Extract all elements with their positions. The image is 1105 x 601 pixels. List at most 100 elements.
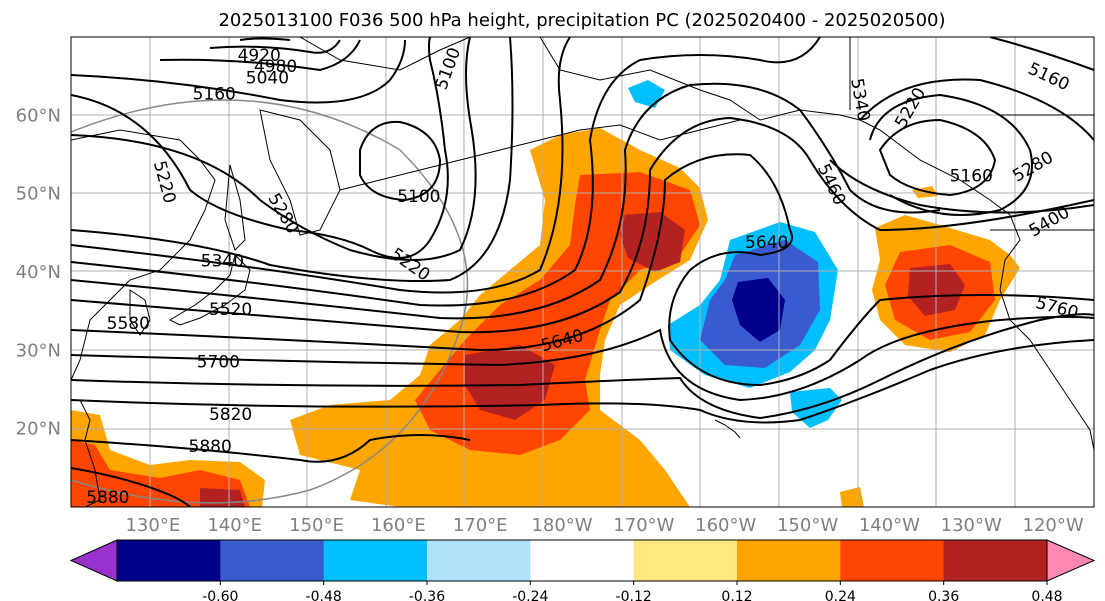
coastlines (71, 37, 1094, 507)
colorbar: -0.60 -0.48 -0.36 -0.24 -0.12 0.12 0.24 0.36 0.4… (69, 539, 1096, 601)
lat-label: 20°N (16, 419, 61, 440)
lon-label: 120°W (1023, 515, 1084, 536)
height-contour-5520 (71, 82, 941, 320)
coast-asia-mainland (71, 129, 216, 381)
coast-canada-border (849, 37, 1094, 231)
colorbar-segment (633, 540, 738, 581)
precip-area-darkred-south (465, 345, 555, 420)
colorbar-label: 0.12 (721, 589, 752, 601)
lon-label: 150°W (777, 515, 838, 536)
height-contour-5580 (71, 116, 1094, 334)
colorbar-label: 0.24 (825, 589, 856, 601)
height-contour-5880-south (71, 467, 191, 507)
colorbar-extend-high (1046, 539, 1096, 582)
height-contour-5400-east (829, 159, 1094, 214)
height-contour-value: 5640 (745, 233, 788, 253)
coast-north-america-west (999, 214, 1094, 451)
coast-kamchatka (259, 109, 341, 236)
colorbar-segment (943, 540, 1048, 581)
lon-label: 180°W (531, 515, 592, 536)
height-contour-label: 5820 (209, 405, 252, 425)
height-contour-label: 5880 (86, 488, 129, 508)
colorbar-label: -0.48 (306, 589, 342, 601)
height-contour-4920 (239, 37, 291, 41)
colorbar-segment (220, 540, 325, 581)
height-contour-5700 (71, 315, 1094, 402)
height-contour-value: 5880 (188, 437, 231, 457)
lat-label: 30°N (16, 340, 61, 361)
coast-japan (168, 254, 251, 326)
height-contour-label: 5580 (107, 314, 150, 334)
precip-area-darkred-southwest (200, 488, 245, 507)
map-frame (70, 36, 1095, 508)
lon-label: 160°W (695, 515, 756, 536)
height-contour-value: 5520 (209, 300, 252, 320)
height-contour-label: 5340 (201, 251, 244, 271)
height-contour-value: 4920 (238, 46, 281, 66)
coast-philippines-taiwan (79, 399, 101, 507)
colorbar-label: -0.36 (409, 589, 445, 601)
coast-korea (129, 289, 151, 336)
colorbar-segment (427, 540, 531, 581)
height-contour-5220-west (71, 37, 449, 259)
colorbar-segment (117, 540, 221, 581)
height-contour-5640 (71, 153, 1094, 387)
lon-label: 130°E (125, 515, 180, 536)
height-contour-5280-east (859, 78, 1094, 141)
height-contour-5880-north (71, 434, 471, 463)
coast-aleutians (339, 119, 741, 191)
map-title: 2025013100 F036 500 hPa height, precipit… (218, 10, 945, 31)
lon-label: 150°E (289, 515, 344, 536)
colorbar-extend-low (69, 539, 118, 582)
height-contour-5160-west (71, 39, 406, 104)
height-contour-value: 4980 (254, 57, 297, 77)
height-contour-5340 (71, 37, 514, 282)
longitude-labels: 130°E 140°E 150°E 160°E 170°E 180°W 170°W 160°W… (125, 515, 1083, 536)
height-contour-5760 (71, 313, 1094, 420)
height-contour-5160-east (878, 118, 997, 197)
precip-area-lightblue-north (628, 80, 665, 108)
lat-label: 60°N (16, 105, 61, 126)
lat-label: 40°N (16, 262, 61, 283)
height-contour-label: 5520 (209, 300, 252, 320)
height-contour-value: 5880 (86, 488, 129, 508)
colorbar-label: 0.36 (928, 589, 959, 601)
lon-label: 130°W (941, 515, 1002, 536)
height-contour-5280 (71, 37, 477, 261)
height-contour-label: 5100 (397, 187, 440, 207)
height-contour-value: 5160 (950, 167, 993, 187)
height-contour-value: 5700 (197, 352, 240, 372)
colorbar-segment (840, 540, 945, 581)
precip-area-darkblue-central (732, 278, 785, 342)
colorbar-frame (116, 539, 1048, 582)
lon-label: 170°W (613, 515, 674, 536)
height-contour-label: 4920 (238, 46, 281, 66)
height-contour-5220-east (869, 93, 1033, 216)
colorbar-label: -0.60 (202, 589, 238, 601)
height-contour-value: 5040 (246, 69, 289, 89)
height-contour-5400 (71, 37, 571, 294)
height-contour-5040 (159, 39, 361, 72)
height-contour-5820 (71, 339, 1094, 424)
height-contour-5460 (71, 37, 821, 307)
height-contour-value: 5340 (201, 251, 244, 271)
height-contour-5160-northeast (989, 37, 1094, 71)
height-contour-label: 5640 (745, 233, 788, 253)
height-contour-label: 4980 (254, 57, 297, 77)
colorbar-segment (530, 540, 635, 581)
lat-label: 50°N (16, 184, 61, 205)
latitude-labels: 20°N 30°N 40°N 50°N 60°N (16, 105, 61, 439)
coast-hawaii (714, 419, 741, 439)
lon-label: 140°W (859, 515, 920, 536)
height-contour-4980 (209, 39, 341, 54)
height-contour-label: 5160 (950, 167, 993, 187)
lon-label: 140°E (207, 515, 262, 536)
height-contours (71, 37, 1094, 507)
precip-shading (71, 80, 1020, 507)
reference-circle-arc (71, 99, 469, 504)
lon-label: 160°E (371, 515, 426, 536)
height-contour-label: 5040 (246, 69, 289, 89)
height-contour-value: 5160 (193, 84, 236, 104)
